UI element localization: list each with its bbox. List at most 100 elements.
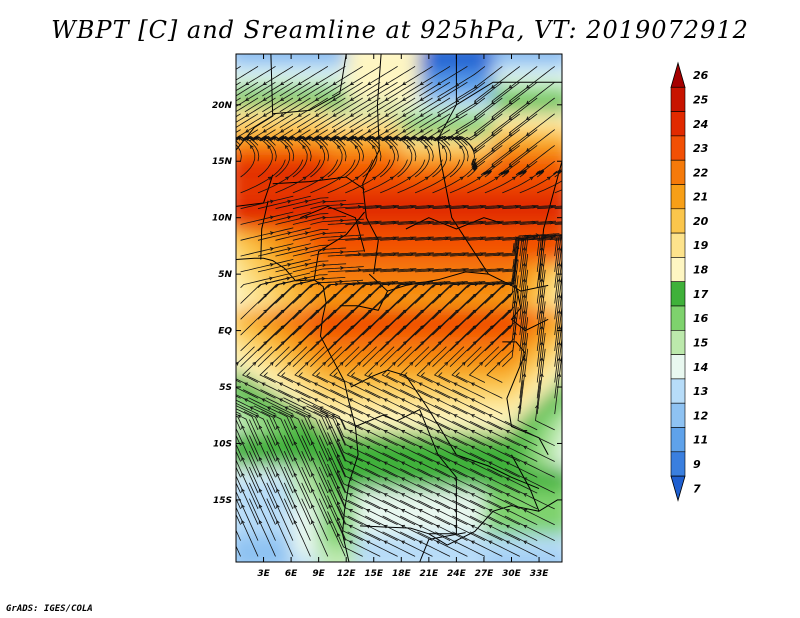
field-cell (277, 313, 283, 321)
field-cell (360, 93, 366, 101)
field-cell (456, 189, 462, 197)
field-cell (355, 539, 361, 546)
field-cell (428, 494, 435, 501)
field-cell (304, 116, 311, 123)
field-cell (281, 87, 288, 95)
field-cell (392, 229, 398, 236)
field-cell (254, 460, 260, 467)
field-cell (433, 43, 439, 50)
field-cell (245, 200, 251, 208)
field-cell (337, 59, 343, 67)
field-cell (442, 268, 449, 276)
field-cell (396, 127, 403, 134)
field-cell (263, 545, 270, 552)
field-cell (254, 234, 260, 242)
field-cell (461, 70, 467, 78)
field-cell (295, 104, 302, 112)
field-cell (227, 398, 233, 405)
field-cell (227, 206, 233, 213)
field-cell (438, 229, 444, 236)
field-cell (259, 206, 265, 213)
field-cell (396, 375, 403, 383)
field-cell (323, 206, 329, 213)
field-cell (378, 138, 384, 146)
field-cell (346, 161, 352, 168)
field-cell (415, 449, 421, 456)
field-cell (442, 545, 449, 552)
field-cell (245, 370, 251, 377)
field-cell (263, 381, 270, 388)
field-cell (318, 110, 325, 117)
field-cell (410, 200, 417, 208)
field-cell (332, 110, 338, 117)
field-cell (314, 319, 320, 326)
field-cell (332, 387, 338, 394)
field-cell (249, 116, 256, 123)
field-cell (378, 364, 384, 371)
field-cell (401, 87, 407, 95)
field-cell (443, 43, 449, 50)
field-cell (428, 245, 435, 253)
field-cell (254, 268, 260, 276)
field-cell (254, 189, 260, 197)
field-cell (415, 341, 421, 349)
field-cell (392, 121, 398, 129)
field-cell (259, 449, 265, 456)
field-cell (401, 285, 407, 292)
field-cell (272, 144, 279, 151)
field-cell (387, 324, 394, 332)
field-cell (304, 313, 311, 321)
field-cell (433, 313, 439, 321)
field-cell (456, 229, 462, 236)
field-cell (419, 420, 426, 428)
field-cell (424, 138, 430, 146)
field-cell (259, 398, 265, 405)
field-cell (428, 522, 435, 530)
field-cell (263, 127, 270, 134)
field-cell (424, 364, 430, 371)
field-cell (442, 370, 449, 377)
field-cell (341, 319, 348, 326)
field-cell (254, 70, 260, 78)
field-cell (396, 308, 403, 315)
field-cell (451, 432, 458, 439)
field-cell (263, 454, 270, 462)
field-cell (346, 505, 352, 513)
field-cell (259, 432, 265, 439)
field-cell (263, 268, 270, 276)
field-cell (337, 341, 343, 349)
field-cell (410, 420, 417, 428)
field-cell (415, 460, 421, 467)
field-cell (373, 172, 380, 180)
field-cell (227, 319, 233, 326)
field-cell (277, 76, 283, 84)
field-cell (401, 545, 407, 552)
field-cell (438, 545, 444, 552)
field-cell (360, 223, 366, 230)
field-cell (442, 234, 449, 242)
field-cell (387, 59, 394, 67)
field-cell (337, 43, 343, 50)
field-cell (318, 364, 325, 371)
field-cell (410, 150, 417, 157)
field-cell (277, 138, 283, 146)
field-cell (323, 99, 329, 106)
field-cell (346, 426, 352, 434)
field-cell (461, 121, 467, 129)
field-cell (318, 150, 325, 157)
field-cell (378, 449, 384, 456)
field-cell (447, 212, 453, 219)
field-cell (249, 347, 256, 355)
field-cell (456, 116, 462, 123)
field-cell (392, 449, 398, 456)
field-cell (250, 562, 256, 569)
field-cell (451, 54, 458, 61)
field-cell (300, 420, 306, 428)
field-cell (405, 539, 412, 546)
field-cell (424, 116, 430, 123)
field-cell (327, 550, 334, 558)
field-cell (364, 183, 371, 191)
field-cell (415, 155, 421, 163)
field-cell (341, 370, 348, 377)
field-cell (433, 330, 439, 338)
